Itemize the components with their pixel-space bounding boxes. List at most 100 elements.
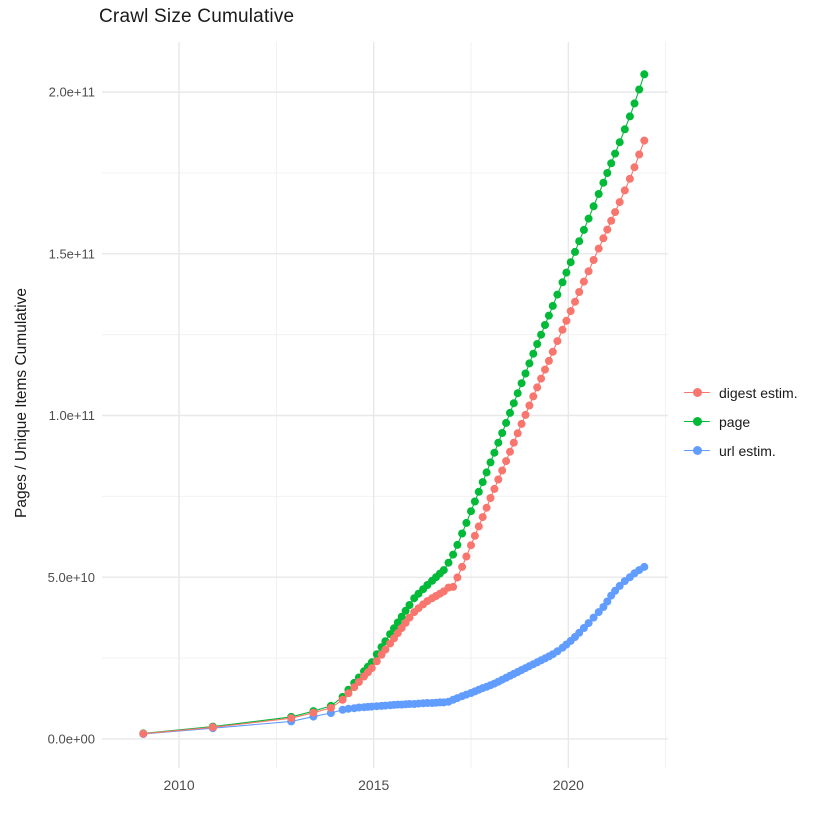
data-point xyxy=(571,247,579,256)
data-point xyxy=(486,458,495,467)
gridlines xyxy=(102,42,668,768)
data-point xyxy=(558,325,567,334)
data-point xyxy=(529,392,538,401)
data-point xyxy=(470,497,479,506)
data-point xyxy=(405,613,414,622)
data-point xyxy=(584,214,593,223)
legend-label: url estim. xyxy=(719,442,776,459)
x-axis-tick-label: 2015 xyxy=(358,777,389,793)
data-point xyxy=(467,541,475,550)
data-point xyxy=(208,723,217,732)
data-point xyxy=(449,582,458,591)
data-point xyxy=(533,340,542,348)
legend-key-digest-estim-icon xyxy=(684,385,710,401)
data-point xyxy=(372,657,381,666)
data-point xyxy=(458,562,467,571)
data-point xyxy=(611,149,620,158)
data-point xyxy=(397,612,406,621)
data-point xyxy=(506,447,514,456)
data-point xyxy=(611,208,620,217)
data-point xyxy=(478,478,487,487)
data-point xyxy=(537,374,546,383)
data-point xyxy=(603,597,612,606)
data-point xyxy=(640,70,649,79)
data-point xyxy=(509,438,518,447)
data-point xyxy=(562,268,571,277)
data-point xyxy=(513,429,522,438)
legend-item-digest-estim: digest estim. xyxy=(684,378,798,407)
legend-key-page-icon xyxy=(684,414,710,430)
data-point xyxy=(579,277,588,286)
data-point xyxy=(467,507,475,516)
data-point xyxy=(513,389,522,398)
data-point xyxy=(354,678,363,686)
data-point xyxy=(566,258,575,267)
data-point xyxy=(566,307,575,316)
legend-key-url-estim-icon xyxy=(684,443,710,459)
data-point xyxy=(287,714,296,723)
data-point xyxy=(544,356,553,365)
data-point xyxy=(594,608,603,617)
data-point xyxy=(640,562,649,571)
data-point xyxy=(338,695,347,704)
data-point xyxy=(607,216,616,225)
data-point xyxy=(525,401,534,410)
data-point xyxy=(453,573,462,582)
data-point xyxy=(544,311,553,320)
data-point xyxy=(517,419,526,428)
data-point xyxy=(509,399,518,408)
data-point xyxy=(490,484,499,493)
data-point xyxy=(599,234,608,243)
data-point xyxy=(548,301,557,310)
data-point xyxy=(589,202,598,211)
data-point xyxy=(584,619,593,628)
data-point xyxy=(640,136,649,145)
data-point xyxy=(630,99,639,108)
data-point xyxy=(498,429,507,437)
series-page xyxy=(139,70,649,738)
series-line xyxy=(143,566,645,735)
data-point xyxy=(603,169,612,177)
data-point xyxy=(517,379,526,388)
data-point xyxy=(498,466,507,475)
data-point xyxy=(589,256,598,264)
data-point xyxy=(553,290,562,299)
data-point xyxy=(482,468,491,477)
legend-item-url-estim: url estim. xyxy=(684,436,798,465)
series-line xyxy=(143,140,645,735)
data-point xyxy=(449,550,458,559)
data-point xyxy=(405,601,414,609)
data-point xyxy=(541,321,549,329)
data-point xyxy=(594,244,603,253)
data-point xyxy=(571,297,579,306)
data-point xyxy=(521,410,530,419)
data-point xyxy=(444,558,453,567)
data-point xyxy=(579,225,588,234)
data-point xyxy=(589,613,598,622)
data-point xyxy=(607,159,616,168)
y-axis-tick-label: 0.0e+00 xyxy=(48,731,95,746)
data-point xyxy=(562,316,571,325)
data-point xyxy=(625,174,634,183)
x-axis-tick-label: 2010 xyxy=(163,777,194,793)
data-point xyxy=(625,112,634,121)
y-axis-tick-label: 2.0e+11 xyxy=(49,85,95,100)
data-point xyxy=(486,494,495,502)
data-point xyxy=(635,85,644,94)
series-digest-estim xyxy=(139,136,649,738)
data-point xyxy=(584,267,593,276)
data-point xyxy=(529,349,538,358)
data-point xyxy=(401,606,410,615)
data-point xyxy=(462,552,471,561)
data-point xyxy=(474,487,483,496)
data-point xyxy=(558,278,567,287)
data-point xyxy=(494,438,503,447)
data-point xyxy=(344,704,353,713)
data-point xyxy=(620,186,629,195)
chart-title: Crawl Size Cumulative xyxy=(99,6,295,27)
data-point xyxy=(494,475,503,484)
data-point xyxy=(470,531,479,540)
data-point xyxy=(506,408,514,417)
data-point xyxy=(458,529,467,538)
